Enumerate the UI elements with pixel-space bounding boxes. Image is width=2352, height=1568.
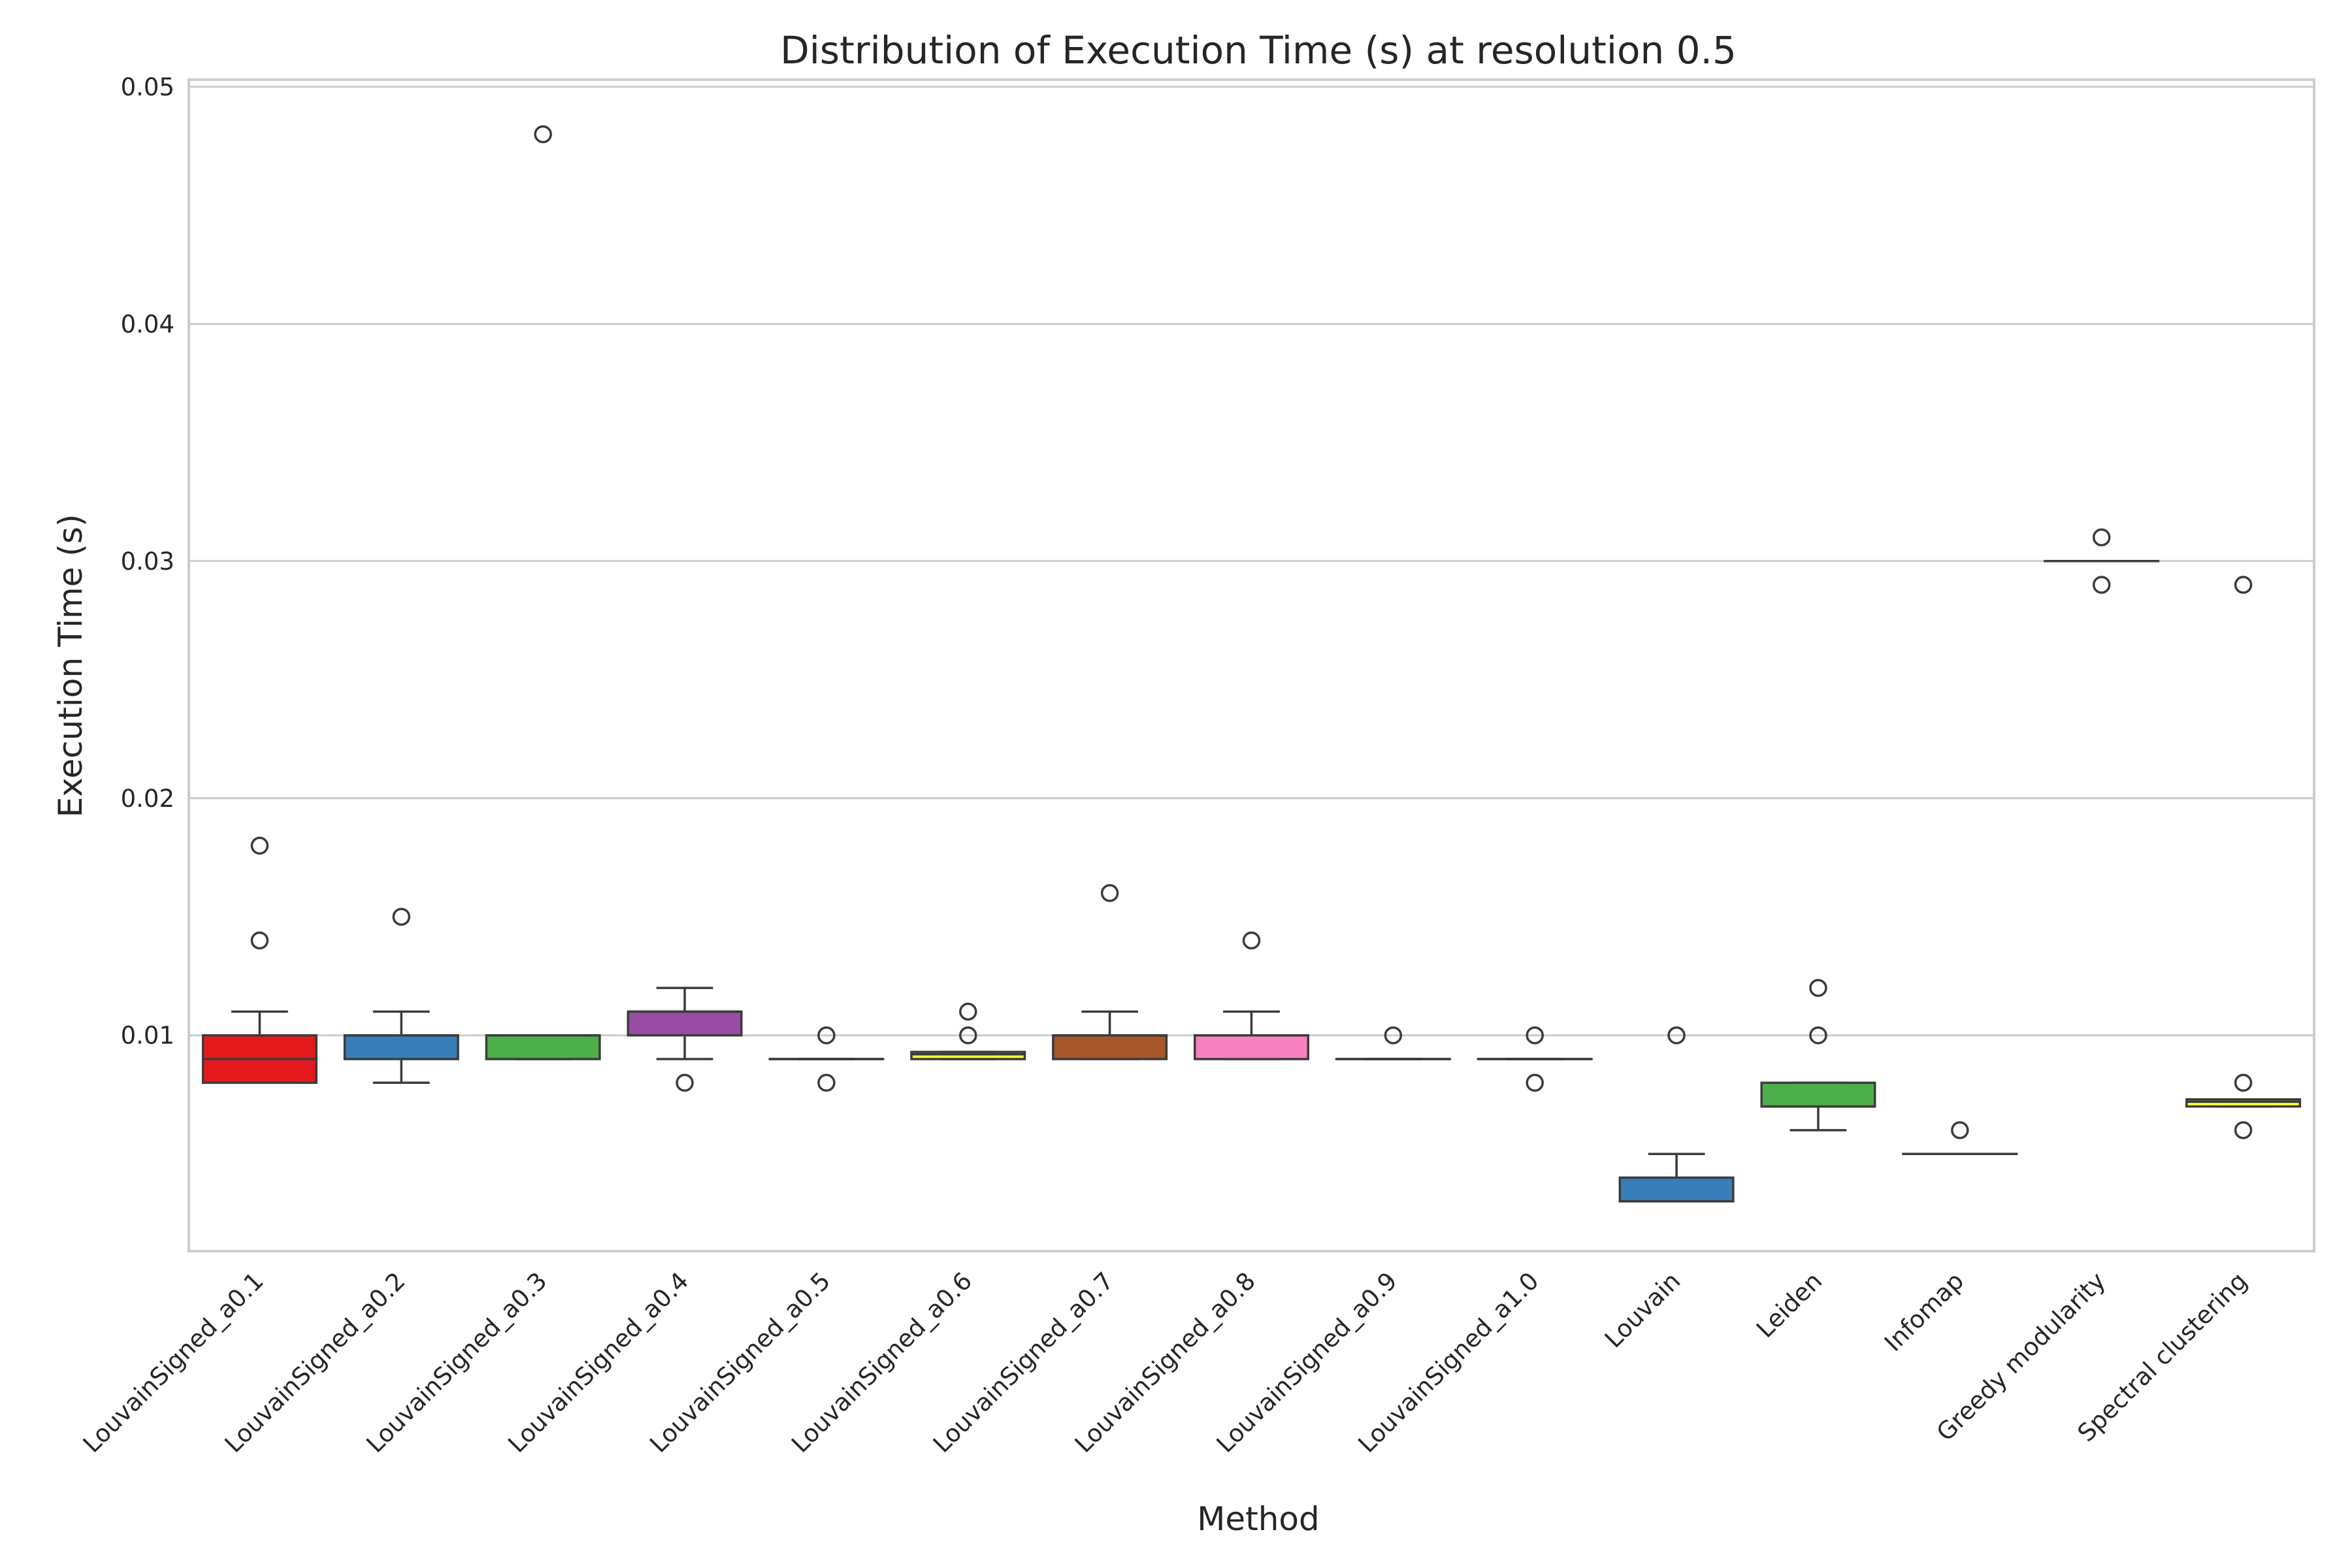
outlier-point — [1242, 931, 1261, 950]
box-series — [201, 125, 2302, 1203]
chart-title: Distribution of Execution Time (s) at re… — [780, 28, 1737, 73]
outlier-point — [392, 907, 411, 926]
x-axis-ticks: LouvainSigned_a0.1LouvainSigned_a0.2Louv… — [78, 1267, 2253, 1458]
y-tick-label: 0.05 — [121, 73, 174, 101]
x-tick-label: Leiden — [1751, 1267, 1827, 1343]
outlier-point — [250, 836, 269, 855]
y-tick-label: 0.02 — [121, 785, 174, 813]
box-item — [1618, 1026, 1735, 1203]
box-item — [1052, 884, 1168, 1060]
outlier-point — [2092, 576, 2111, 594]
outlier-point — [817, 1026, 836, 1045]
box-body — [1194, 1034, 1309, 1060]
y-axis-label: Execution Time (s) — [52, 514, 90, 818]
outlier-point — [1809, 979, 1827, 997]
box-item — [2044, 528, 2160, 594]
box-item — [627, 987, 743, 1092]
box-item — [2185, 576, 2302, 1139]
box-body — [2185, 1098, 2302, 1108]
box-item — [485, 125, 601, 1060]
box-body — [627, 1010, 743, 1037]
outlier-point — [2234, 1073, 2253, 1092]
box-item — [343, 907, 459, 1085]
outlier-point — [2234, 576, 2253, 594]
box-body — [343, 1034, 459, 1060]
outlier-point — [534, 125, 552, 144]
outlier-point — [1526, 1026, 1544, 1045]
outlier-point — [1526, 1073, 1544, 1092]
outlier-point — [817, 1073, 836, 1092]
box-item — [1194, 931, 1309, 1060]
outlier-point — [250, 931, 269, 950]
plot-frame — [188, 78, 2315, 1252]
box-item — [1477, 1026, 1593, 1092]
outlier-point — [676, 1073, 694, 1092]
box-item — [910, 1002, 1026, 1060]
outlier-point — [1667, 1026, 1686, 1045]
y-tick-label: 0.03 — [121, 547, 174, 576]
outlier-point — [1809, 1026, 1827, 1045]
outlier-point — [959, 1002, 977, 1021]
grid-lines — [189, 86, 2314, 1037]
x-axis-label: Method — [1197, 1500, 1320, 1538]
outlier-point — [2092, 528, 2111, 547]
box-item — [768, 1026, 885, 1092]
box-body — [910, 1051, 1026, 1060]
x-tick-label: Louvain — [1599, 1267, 1686, 1353]
box-body — [1052, 1034, 1168, 1060]
box-item — [1335, 1026, 1451, 1060]
y-tick-label: 0.04 — [121, 310, 174, 338]
box-item — [201, 836, 318, 1085]
outlier-point — [1384, 1026, 1403, 1045]
box-body — [1618, 1176, 1735, 1203]
box-item — [1760, 979, 1876, 1132]
x-tick-label: Infomap — [1879, 1267, 1969, 1357]
y-tick-label: 0.01 — [121, 1022, 174, 1050]
y-axis-ticks: 0.01 0.02 0.03 0.04 0.05 — [121, 73, 174, 1050]
box-body — [485, 1034, 601, 1060]
outlier-point — [1100, 884, 1119, 902]
outlier-point — [1951, 1121, 1969, 1139]
box-body — [1760, 1081, 1876, 1108]
outlier-point — [2234, 1121, 2253, 1139]
outlier-point — [959, 1026, 977, 1045]
box-item — [1902, 1121, 2018, 1155]
